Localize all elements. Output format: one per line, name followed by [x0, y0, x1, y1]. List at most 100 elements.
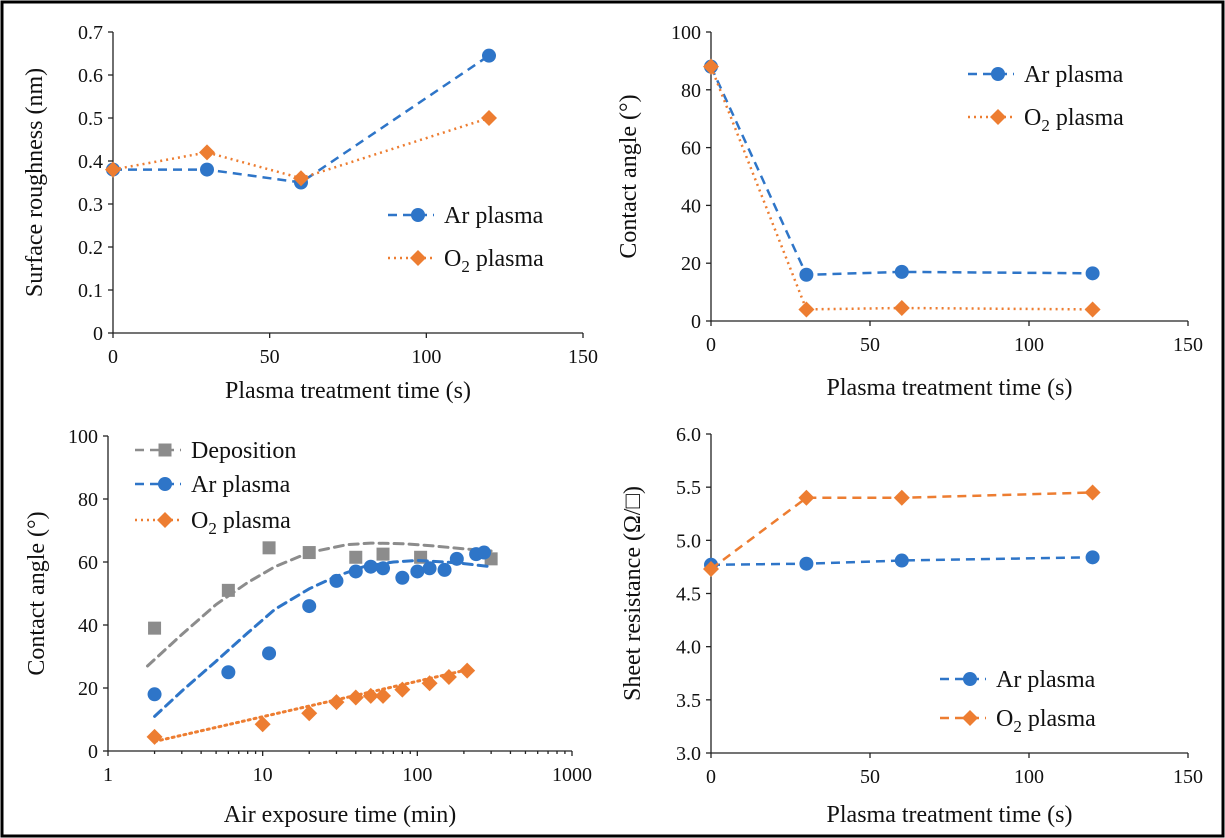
x-tick-label: 100 [411, 346, 441, 368]
series-line [113, 54, 490, 184]
data-point [302, 546, 316, 560]
y-tick-label: 60 [78, 552, 98, 574]
y-tick-label: 0.1 [78, 280, 103, 302]
y-tick-label: 20 [78, 678, 98, 700]
data-point [302, 599, 317, 614]
legend-label: Deposition [191, 438, 296, 464]
data-point [293, 170, 309, 187]
series-line [709, 66, 1093, 311]
data-point [894, 264, 909, 279]
y-tick-label: 4.0 [676, 637, 701, 659]
data-point [349, 550, 363, 564]
data-point [798, 489, 815, 506]
legend-marker [158, 443, 172, 457]
data-point [395, 570, 410, 585]
y-tick-label: 0.7 [78, 22, 103, 44]
legend-entry: Ar plasma [135, 472, 291, 498]
legend-label: Ar plasma [996, 667, 1096, 693]
data-point [147, 687, 162, 702]
y-tick-label: 4.5 [676, 584, 701, 606]
data-point [459, 662, 476, 679]
data-point [363, 559, 378, 574]
legend-entry: O2 plasma [968, 105, 1124, 135]
legend-entry: O2 plasma [135, 508, 291, 538]
chart-panel-3: 0 20 40 60 80 100 1 10 100 1000 Air exposure time … [24, 426, 592, 828]
chart-panel-1: 0 0.1 0.2 0.3 0.4 0.5 0.6 0.7 0 50 100 150 Plasma tr… [22, 22, 598, 404]
x-tick-label: 100 [402, 764, 432, 786]
x-axis-title: Plasma treatment time (s) [827, 802, 1073, 828]
data-point [481, 110, 497, 126]
series-o2-plasma [703, 484, 1101, 578]
y-tick-label: 100 [671, 22, 701, 44]
legend-label: O2 plasma [444, 246, 544, 276]
data-point [440, 668, 457, 685]
y-axis-title: Contact angle (°) [24, 511, 50, 675]
legend-entry: Ar plasma [968, 62, 1124, 88]
data-point [375, 687, 392, 704]
data-point [105, 161, 121, 178]
legend-marker [990, 109, 1006, 125]
data-point [329, 573, 344, 588]
legend-entry: O2 plasma [388, 246, 544, 276]
data-point [254, 716, 271, 733]
x-tick-label: 50 [260, 346, 280, 368]
data-point [449, 551, 464, 566]
x-tick-label: 150 [568, 346, 598, 368]
y-tick-label: 20 [681, 253, 701, 275]
data-point [362, 687, 379, 704]
data-point [422, 561, 437, 576]
x-tick-label: 0 [108, 346, 118, 368]
data-point [799, 267, 814, 282]
series-line [709, 66, 1093, 277]
x-tick-label: 100 [1014, 766, 1044, 788]
chart-panel-2: 0 20 40 60 80 100 0 50 100 150 Plasma treatment ti… [616, 22, 1203, 401]
data-point [328, 694, 345, 711]
legend-label: Ar plasma [1024, 62, 1124, 88]
data-point [477, 545, 492, 560]
y-tick-label: 0 [88, 741, 98, 763]
data-point [894, 553, 909, 568]
data-point [437, 562, 452, 577]
series-line [710, 556, 1093, 567]
y-tick-label: 80 [681, 80, 701, 102]
y-tick-label: 0.6 [78, 65, 103, 87]
x-axis-title: Plasma treatment time (s) [225, 378, 471, 404]
data-point [1085, 266, 1100, 281]
y-tick-label: 3.0 [676, 743, 701, 765]
data-point [221, 583, 235, 597]
data-point [482, 48, 496, 63]
data-point [262, 541, 276, 555]
data-point [1084, 301, 1101, 318]
x-tick-label: 1000 [552, 764, 592, 786]
data-point [348, 564, 363, 579]
data-point [221, 665, 236, 680]
data-point [421, 675, 438, 692]
x-tick-label: 1 [103, 764, 113, 786]
y-tick-label: 0.4 [78, 151, 103, 173]
x-tick-label: 0 [706, 334, 716, 356]
legend-marker [991, 67, 1005, 81]
legend-label: O2 plasma [1024, 105, 1124, 135]
data-point [893, 489, 910, 506]
y-axis-title: Contact angle (°) [616, 94, 642, 258]
legend-marker [158, 477, 172, 491]
data-point [703, 58, 719, 75]
y-tick-label: 0.5 [78, 108, 103, 130]
legend-label: Ar plasma [191, 472, 291, 498]
data-point [1085, 550, 1100, 565]
x-tick-label: 100 [1014, 334, 1044, 356]
legend-marker [157, 512, 173, 528]
x-tick-label: 150 [1173, 334, 1203, 356]
data-point [376, 547, 390, 561]
y-tick-label: 100 [68, 426, 98, 448]
legend-marker [410, 250, 426, 266]
data-point [148, 621, 162, 635]
x-tick-label: 150 [1173, 766, 1203, 788]
y-tick-label: 0.3 [78, 194, 103, 216]
trend-line [146, 541, 493, 668]
data-point [410, 564, 425, 579]
y-tick-label: 0 [691, 311, 701, 333]
y-tick-label: 40 [681, 195, 701, 217]
legend-label: Ar plasma [444, 203, 544, 229]
